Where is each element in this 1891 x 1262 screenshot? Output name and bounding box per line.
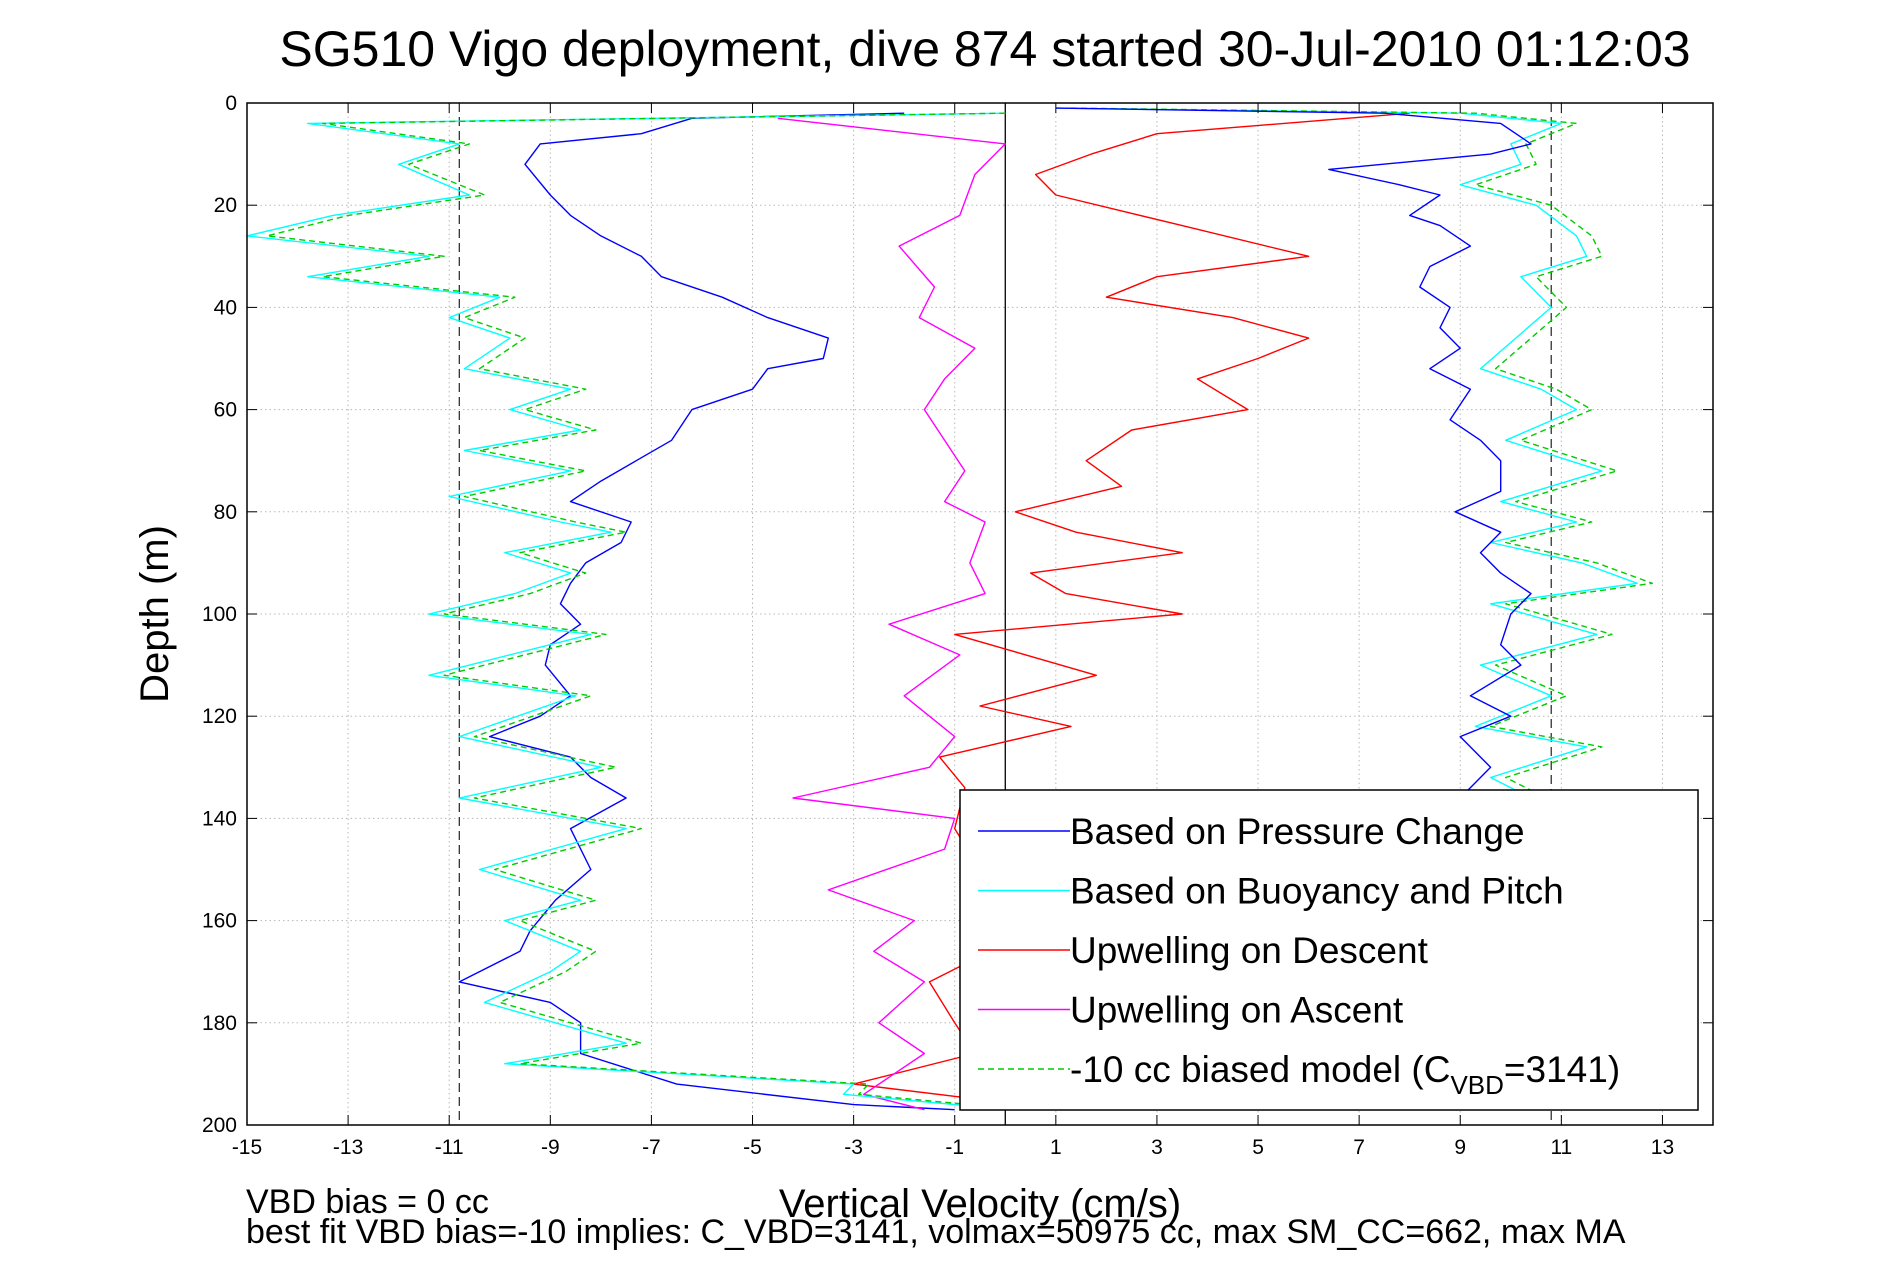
series-line-upwelling-on-ascent [777,117,1006,1111]
chart-title: SG510 Vigo deployment, dive 874 started … [279,21,1690,77]
legend-label: Based on Pressure Change [1070,811,1525,852]
x-tick-label: 3 [1151,1136,1163,1159]
x-tick-label: 5 [1252,1136,1264,1159]
x-tick-label: 13 [1651,1136,1674,1159]
x-tick-label: 7 [1353,1136,1365,1159]
x-tick-label: -13 [333,1136,363,1159]
y-tick-label: 100 [202,603,237,626]
legend-label: -10 cc biased model (CVBD=3141) [1070,1049,1620,1100]
x-tick-label: -5 [743,1136,762,1159]
legend-label: Upwelling on Descent [1070,930,1429,971]
series-line-based-on-pressure-change [458,112,955,1111]
series-line-based-on-buoyancy-and-pitch [246,112,1006,1111]
legend-label: Based on Buoyancy and Pitch [1070,871,1564,912]
y-axis-ticks: 0 20 40 60 80 100 120 140 160 180 200 [202,92,1713,1137]
x-axis-ticks: -15 -13 -11 -9 -7 -5 -3 -1 1 3 5 7 9 11 13 [232,103,1674,1159]
footer-fit-note: best fit VBD bias=-10 implies: C_VBD=314… [246,1213,1626,1251]
x-tick-label: -11 [435,1136,464,1159]
x-tick-label: -15 [232,1136,262,1159]
y-tick-label: 20 [214,194,237,217]
x-axis-label: Vertical Velocity (cm/s) [779,1182,1181,1226]
x-tick-label: -9 [541,1136,560,1159]
y-tick-label: 60 [214,399,237,422]
x-tick-label: 1 [1050,1136,1062,1159]
legend-label: Upwelling on Ascent [1070,990,1404,1031]
x-tick-label: 11 [1550,1136,1572,1159]
x-tick-label: -3 [844,1136,863,1159]
y-tick-label: 0 [225,92,237,115]
x-tick-label: -7 [642,1136,661,1159]
legend-box [959,789,1699,1111]
x-tick-label: -1 [945,1136,964,1159]
y-tick-label: 160 [202,910,237,933]
legend-items: Based on Pressure Change Based on Buoyanc… [978,811,1620,1100]
legend: Based on Pressure Change Based on Buoyanc… [959,789,1699,1111]
y-tick-label: 180 [202,1012,237,1035]
y-tick-label: 200 [202,1114,237,1137]
y-tick-label: 140 [202,807,237,830]
y-axis-label: Depth (m) [133,525,177,703]
y-tick-label: 80 [214,501,237,524]
series-line-10-cc-biased-model-c-vbd-3141 [266,112,1006,1111]
footer-bias-note: VBD bias = 0 cc [246,1183,489,1221]
y-tick-label: 120 [202,705,237,728]
y-tick-label: 40 [214,296,237,319]
x-tick-label: 9 [1454,1136,1466,1159]
